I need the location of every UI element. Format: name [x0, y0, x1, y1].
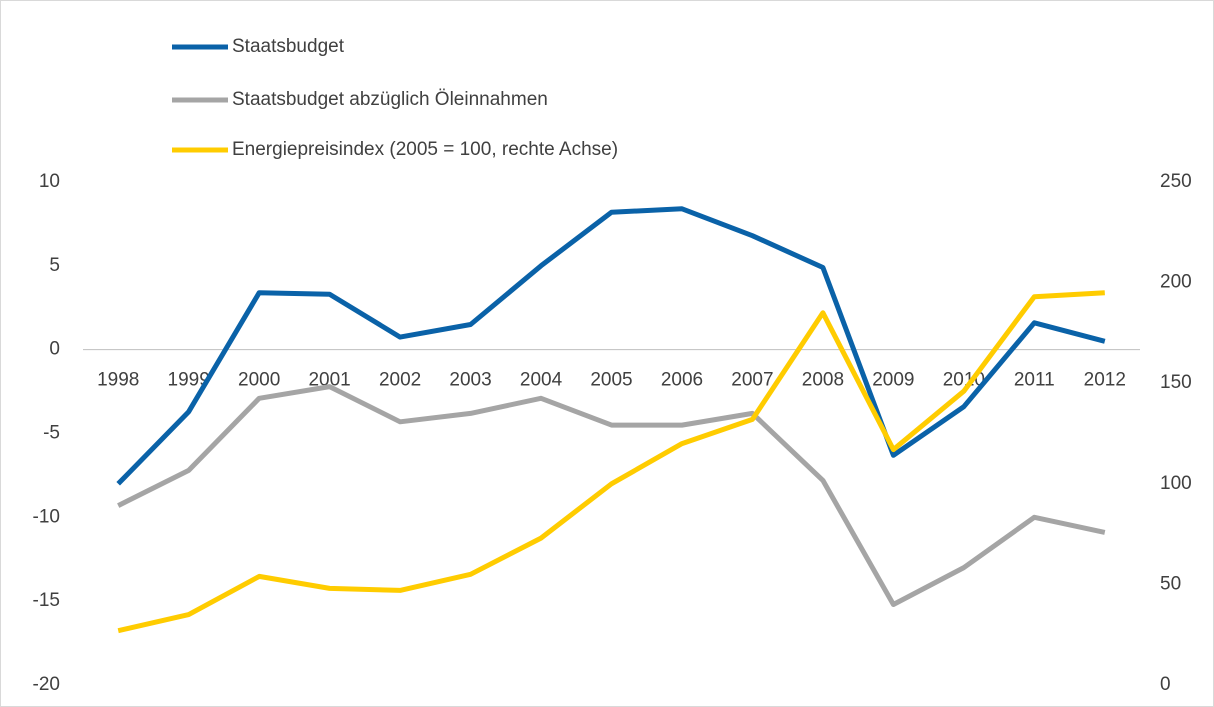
y2-tick-label: 50: [1160, 573, 1181, 594]
y2-tick-label: 100: [1160, 473, 1192, 494]
y-tick-label: -20: [33, 674, 60, 695]
y-tick-label: -5: [43, 423, 60, 444]
x-tick-label: 2003: [449, 370, 491, 391]
series-line: [116, 206, 1106, 486]
series-line: [117, 290, 1105, 634]
y-tick-label: -15: [33, 590, 60, 611]
x-tick-label: 2006: [661, 370, 703, 391]
x-tick-label: 2002: [379, 370, 421, 391]
x-tick-label: 2008: [802, 370, 844, 391]
y-tick-label: -10: [33, 506, 60, 527]
x-tick-label: 2004: [520, 370, 563, 391]
y-tick-label: 5: [49, 255, 60, 276]
legend-label: Staatsbudget abzüglich Öleinnahmen: [232, 89, 548, 110]
legend-label: Energiepreisindex (2005 = 100, rechte Ac…: [232, 139, 618, 160]
x-tick-label: 2001: [308, 370, 350, 391]
x-tick-label: 2000: [238, 370, 280, 391]
x-tick-label: 2005: [590, 370, 632, 391]
y-tick-label: 0: [49, 339, 60, 360]
y2-tick-label: 0: [1160, 674, 1171, 695]
x-tick-label: 2012: [1084, 370, 1126, 391]
y2-tick-label: 200: [1160, 272, 1192, 293]
x-tick-label: 1998: [97, 370, 139, 391]
y2-tick-label: 150: [1160, 372, 1192, 393]
y-tick-label: 10: [39, 171, 60, 192]
y2-tick-label: 250: [1160, 171, 1192, 192]
series-line: [117, 384, 1106, 607]
x-tick-label: 1999: [168, 370, 210, 391]
legend-label: Staatsbudget: [232, 36, 345, 57]
x-tick-label: 2009: [872, 370, 914, 391]
x-tick-label: 2011: [1014, 370, 1055, 391]
x-tick-label: 2007: [731, 370, 773, 391]
